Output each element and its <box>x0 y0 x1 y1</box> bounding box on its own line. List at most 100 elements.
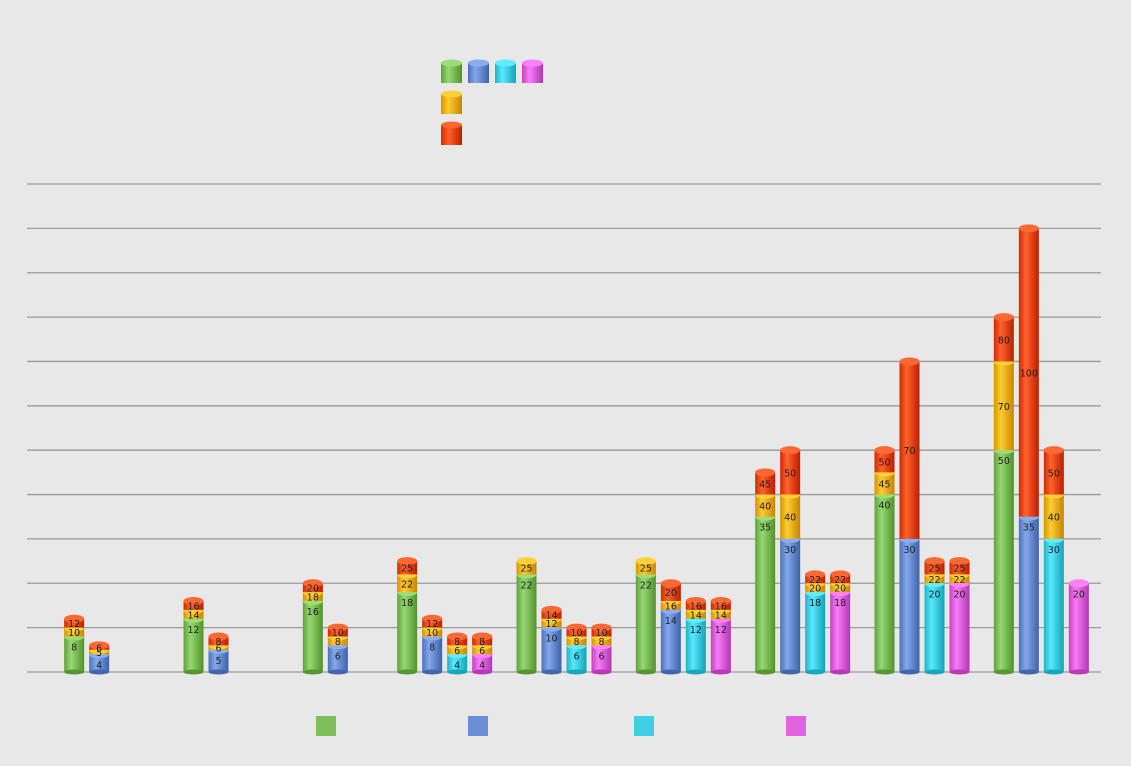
bar-segment-yellow <box>422 627 443 637</box>
bar-base <box>899 669 920 675</box>
data-label: 35 <box>1023 523 1035 534</box>
bar-segment-cap <box>64 614 85 623</box>
data-label: 14 <box>665 616 677 627</box>
bar-segment-cap <box>660 579 681 588</box>
data-label: 6 <box>335 651 341 662</box>
data-label: 50 <box>1048 468 1060 479</box>
data-label: 22 <box>401 579 413 590</box>
bar-segment-green <box>516 574 537 672</box>
bar-segment-yellow <box>830 583 851 593</box>
data-label: 20 <box>307 584 319 595</box>
bar-segment-red <box>805 574 826 584</box>
bar-segment-green <box>302 601 323 672</box>
data-label: 8 <box>598 637 604 648</box>
bar-base <box>660 669 681 675</box>
data-label: 12 <box>545 619 557 630</box>
bar-segment-blue <box>899 538 920 672</box>
bar-base <box>397 669 418 675</box>
legend-swatch-green <box>441 63 462 83</box>
bar-segment-red <box>591 627 612 637</box>
data-label: 10 <box>545 634 557 645</box>
bar-segment-green <box>64 636 85 672</box>
bar-segment-yellow <box>472 645 493 655</box>
data-label: 8 <box>215 637 221 648</box>
data-label: 50 <box>784 468 796 479</box>
bar-segment-yellow <box>780 494 801 539</box>
data-label: 25 <box>520 564 532 575</box>
bar-segment-yellow <box>183 609 204 619</box>
data-label: 6 <box>215 644 221 655</box>
bar-segment-yellow <box>447 645 468 655</box>
legend-swatch-cap <box>495 59 516 67</box>
bar-segment-green <box>993 450 1014 672</box>
legend-swatch-cyan <box>634 716 654 736</box>
data-label: 50 <box>878 457 890 468</box>
bar-segment-cap <box>422 614 443 623</box>
data-label: 16 <box>690 601 702 612</box>
bar-segment-cap <box>591 623 612 632</box>
data-label: 30 <box>784 545 796 556</box>
data-label: 25 <box>640 564 652 575</box>
bar-segment-yellow <box>993 361 1014 451</box>
data-label: 14 <box>690 610 702 621</box>
bar-segment-magenta <box>830 592 851 672</box>
bar-base <box>541 669 562 675</box>
bar-segment-blue <box>660 609 681 672</box>
legend-swatch-yellow <box>441 94 462 114</box>
bar-base <box>89 669 110 675</box>
bar-base <box>830 669 851 675</box>
bar-segment-green <box>635 574 656 672</box>
bar-segment-magenta <box>1068 583 1089 672</box>
data-label: 30 <box>1048 545 1060 556</box>
bar-segment-yellow <box>924 574 945 584</box>
bar-base <box>422 669 443 675</box>
bar-segment-yellow <box>541 618 562 628</box>
bar-segment-cap <box>208 632 229 641</box>
bar-base <box>924 669 945 675</box>
bar-segment-cap <box>805 570 826 579</box>
legend-swatch-cap <box>441 121 462 129</box>
data-label: 4 <box>479 660 485 671</box>
bar-segment-yellow <box>805 583 826 593</box>
bar-base <box>1018 669 1039 675</box>
bar-segment-cap <box>924 557 945 566</box>
bar-segment-red <box>830 574 851 584</box>
bar-segment-yellow <box>660 601 681 610</box>
data-label: 12 <box>187 625 199 636</box>
bar-segment-cap <box>89 641 110 650</box>
bar-segment-yellow <box>397 574 418 593</box>
data-label: 100 <box>1020 369 1038 380</box>
data-label: 40 <box>784 513 796 524</box>
bar-base <box>685 669 706 675</box>
data-label: 45 <box>759 479 771 490</box>
bar-segment-blue <box>1018 516 1039 672</box>
data-label: 4 <box>454 660 460 671</box>
bar-segment-magenta <box>472 654 493 672</box>
bar-segment-red <box>447 636 468 646</box>
bar-segment-red <box>208 636 229 646</box>
bar-segment-cap <box>1043 446 1064 455</box>
bar-base <box>1043 669 1064 675</box>
bar-base <box>1068 669 1089 675</box>
data-label: 10 <box>332 628 344 639</box>
bar-base <box>302 669 323 675</box>
bar-segment-cap <box>780 446 801 455</box>
data-label: 5 <box>96 648 102 659</box>
bar-segment-red <box>1043 450 1064 495</box>
bar-base <box>710 669 731 675</box>
legend-swatch-blue <box>468 716 488 736</box>
bar-segment-green <box>397 592 418 672</box>
data-label: 8 <box>454 637 460 648</box>
bar-segment-magenta <box>591 645 612 672</box>
bar-segment-yellow <box>64 627 85 637</box>
data-label: 22 <box>640 580 652 591</box>
bar-segment-cap <box>302 579 323 588</box>
bar-segment-cap <box>685 597 706 606</box>
data-label: 20 <box>953 589 965 600</box>
data-label: 8 <box>71 643 77 654</box>
data-label: 8 <box>429 643 435 654</box>
bar-segment-blue <box>780 538 801 672</box>
bar-segment-yellow <box>755 494 776 517</box>
data-label: 25 <box>928 564 940 575</box>
